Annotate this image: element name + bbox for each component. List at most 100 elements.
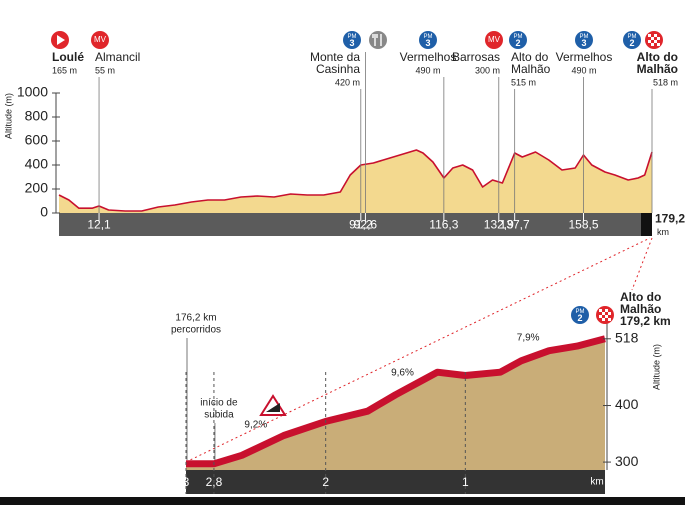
badge-cat: 3	[581, 38, 586, 48]
badge-text: PM	[580, 34, 589, 40]
finish-check	[608, 312, 611, 315]
finish-check	[648, 34, 651, 37]
x-tick-label: 3	[183, 475, 190, 489]
badge	[571, 306, 589, 324]
waypoint-altitude: 165 m	[52, 65, 77, 75]
annotation: 7,9%	[517, 333, 540, 344]
waypoint-name: Vermelhos	[400, 50, 457, 64]
zoom-guide	[185, 237, 651, 463]
y-tick-label: 400	[615, 396, 639, 412]
warning-slope	[266, 403, 280, 412]
badge	[419, 31, 437, 49]
finish-distance: 179,2 km	[620, 314, 671, 328]
x-tick-label: 2	[322, 475, 329, 489]
badge-text: MV	[94, 35, 107, 44]
waypoint-altitude: 515 m	[511, 77, 536, 87]
annotation: subida	[204, 410, 234, 421]
area-fill	[59, 150, 652, 213]
y-axis-label: Altitude (m)	[3, 93, 13, 139]
x-tick-label: 12,1	[87, 218, 111, 232]
waypoint-name: Loulé	[52, 50, 84, 64]
finish-check	[654, 34, 657, 37]
waypoint-name: Monte da	[310, 50, 360, 64]
feed-icon	[369, 31, 387, 49]
finish-check	[599, 309, 602, 312]
x-tick-label: 91,2	[349, 218, 373, 232]
finish-check	[599, 315, 602, 318]
feed-icon-cutlery	[372, 34, 382, 46]
finish-name: Alto do	[620, 290, 661, 304]
y-tick-label: 518	[615, 329, 639, 345]
finish-check	[608, 318, 611, 321]
waypoint-name: Malhão	[511, 62, 551, 76]
waypoint-name: Alto do	[637, 50, 678, 64]
waypoint-name: Vermelhos	[556, 50, 613, 64]
waypoint-altitude: 490 m	[415, 65, 440, 75]
distance-bar	[186, 470, 605, 494]
y-tick-label: 800	[25, 108, 49, 124]
badge	[343, 31, 361, 49]
finish-check	[657, 43, 660, 46]
finish-check	[651, 37, 654, 40]
badge-text: MV	[488, 35, 501, 44]
x-unit: km	[657, 227, 669, 237]
x-tick-label: 179,2	[655, 212, 685, 226]
annotation: percorridos	[171, 325, 221, 336]
zoom-guide	[631, 237, 653, 291]
finish-check	[651, 43, 654, 46]
badge-text: PM	[424, 34, 433, 40]
x-unit: km	[590, 477, 603, 488]
y-tick-label: 600	[25, 132, 49, 148]
y-axis-label: Altitude (m)	[651, 344, 661, 390]
badge	[91, 31, 109, 49]
finish-block	[641, 213, 652, 236]
waypoint-name: Barrosas	[452, 50, 500, 64]
y-tick-label: 200	[25, 180, 49, 196]
start-icon	[51, 31, 69, 49]
waypoint-name: Almancil	[95, 50, 140, 64]
waypoint-altitude: 518 m	[653, 77, 678, 87]
finish-check	[657, 37, 660, 40]
x-tick-label: 1	[462, 475, 469, 489]
x-tick-label: 132,9	[484, 218, 514, 232]
annotation: 9,2%	[244, 420, 267, 431]
waypoint-name: Casinha	[316, 62, 360, 76]
badge-text: PM	[628, 34, 637, 40]
badge-cat: 3	[349, 38, 354, 48]
annotation: 9,6%	[391, 368, 414, 379]
x-tick-label: 137,7	[500, 218, 530, 232]
bottom-border	[0, 497, 685, 505]
y-tick-label: 1000	[17, 84, 48, 100]
annotation: início de	[200, 398, 238, 409]
x-tick-label: 158,5	[568, 218, 598, 232]
x-tick-label: 2,8	[206, 475, 223, 489]
y-tick-label: 300	[615, 453, 639, 469]
x-tick-label: 116,3	[429, 218, 458, 232]
finish-check	[605, 315, 608, 318]
waypoint-altitude: 490 m	[571, 65, 596, 75]
finish-check	[602, 312, 605, 315]
waypoint-altitude: 420 m	[335, 77, 360, 87]
waypoint-name: Alto do	[511, 50, 549, 64]
finish-check	[605, 309, 608, 312]
profile-line	[58, 149, 653, 212]
finish-name: Malhão	[620, 302, 661, 316]
finish-check	[654, 40, 657, 43]
badge-cat: 3	[425, 38, 430, 48]
warning-icon	[259, 394, 287, 416]
badge-text: PM	[348, 34, 357, 40]
waypoint-name: Malhão	[637, 62, 678, 76]
area-fill	[186, 338, 605, 470]
badge-cat: 2	[515, 38, 520, 48]
finish-check	[602, 318, 605, 321]
badge	[509, 31, 527, 49]
annotation: 176,2 km	[175, 313, 216, 324]
waypoint-altitude: 300 m	[475, 65, 500, 75]
badge	[485, 31, 503, 49]
badge-cat: 2	[629, 38, 634, 48]
distance-bar	[59, 213, 652, 236]
x-tick-label: 92,6	[354, 218, 378, 232]
badge-text: PM	[514, 34, 523, 40]
y-tick-label: 400	[25, 156, 49, 172]
